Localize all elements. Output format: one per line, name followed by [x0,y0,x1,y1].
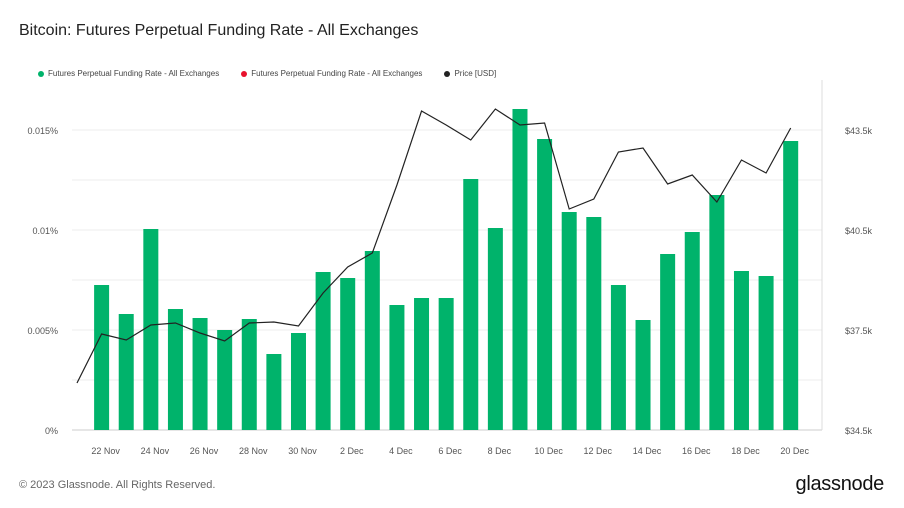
funding-rate-bar [414,298,430,430]
x-tick-label: 6 Dec [438,446,462,456]
x-tick-label: 18 Dec [731,446,760,456]
funding-rate-bar [438,298,454,430]
x-tick-label: 20 Dec [780,446,809,456]
funding-rate-bar [758,276,774,430]
x-tick-label: 22 Nov [91,446,120,456]
chart-title: Bitcoin: Futures Perpetual Funding Rate … [19,22,419,39]
legend-label: Price [USD] [454,69,497,78]
y-right-tick-label: $37.5k [845,326,873,336]
y-right-tick-label: $34.5k [845,426,873,436]
funding-rate-bar [586,217,602,430]
legend-item-price[interactable]: Price [USD] [444,69,496,78]
funding-rate-bar [241,319,257,430]
x-tick-label: 26 Nov [190,446,219,456]
x-tick-label: 8 Dec [488,446,512,456]
funding-rate-bar [660,254,676,430]
funding-rate-bar [610,285,626,430]
y-right-tick-label: $40.5k [845,226,873,236]
x-tick-label: 24 Nov [141,446,170,456]
funding-rate-bar [487,228,503,430]
x-tick-label: 4 Dec [389,446,413,456]
legend-item-funding-negative[interactable]: Futures Perpetual Funding Rate - All Exc… [241,69,422,78]
funding-rate-bar [143,229,159,430]
funding-rate-bar [463,179,479,430]
x-tick-label: 30 Nov [288,446,317,456]
y-left-tick-label: 0.005% [27,326,58,336]
funding-rate-bar [709,195,725,430]
legend: Futures Perpetual Funding Rate - All Exc… [38,69,496,78]
funding-rate-bar [783,141,799,430]
legend-item-funding-positive[interactable]: Futures Perpetual Funding Rate - All Exc… [38,69,219,78]
funding-rate-bar [217,330,233,430]
funding-rate-bar [290,333,306,430]
funding-rate-bar [364,251,380,430]
legend-dot [444,70,451,77]
funding-rate-bar [94,285,110,430]
legend-dot [241,70,248,77]
funding-rate-bar [512,109,528,430]
x-tick-label: 14 Dec [633,446,662,456]
legend-dot [38,70,44,77]
funding-rate-bar [315,272,331,430]
funding-rate-bar [389,305,405,430]
funding-rate-bar [167,309,183,430]
price-line [76,108,792,384]
funding-rate-bar [266,354,282,430]
x-tick-label: 12 Dec [584,446,613,456]
funding-rate-bar [635,320,651,430]
y-left-tick-label: 0.01% [32,226,58,236]
x-tick-label: 10 Dec [534,446,563,456]
funding-rate-bar [118,314,134,430]
legend-label: Futures Perpetual Funding Rate - All Exc… [251,69,423,78]
funding-rate-bar [733,271,749,430]
x-tick-label: 16 Dec [682,446,711,456]
y-left-tick-label: 0% [45,426,58,436]
copyright: © 2023 Glassnode. All Rights Reserved. [19,479,216,491]
funding-rate-bar [537,139,553,430]
funding-rate-bar [684,232,700,430]
funding-rate-bar [192,318,208,430]
x-tick-label: 2 Dec [340,446,364,456]
x-tick-label: 28 Nov [239,446,268,456]
y-right-tick-label: $43.5k [845,126,873,136]
funding-rate-bar [340,278,356,430]
legend-label: Futures Perpetual Funding Rate - All Exc… [48,69,220,78]
funding-rate-bar [561,212,577,430]
y-left-tick-label: 0.015% [27,126,58,136]
glassnode-logo: glassnode [795,473,885,495]
